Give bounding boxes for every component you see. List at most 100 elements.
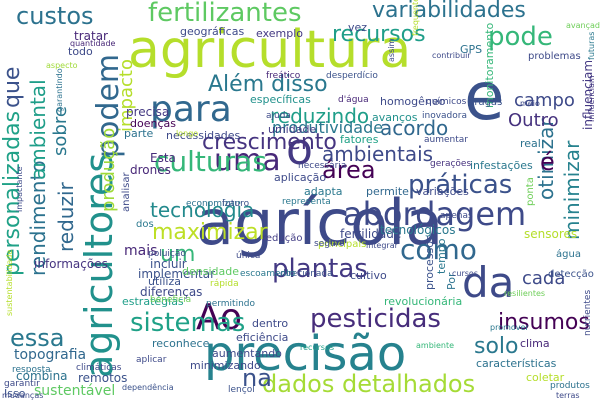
word: Além disso [208, 72, 328, 97]
word: minimizando [190, 359, 261, 372]
word: d'água [338, 95, 369, 105]
word: cursos [452, 269, 478, 278]
word: aspecto [46, 61, 78, 70]
word: características [476, 357, 557, 370]
word: utiliza [148, 275, 181, 288]
word: remotos [78, 371, 128, 385]
word: plantas [272, 254, 368, 284]
word: é [540, 148, 555, 176]
word: aumentando [212, 347, 282, 360]
word: uma [214, 143, 281, 178]
word: GPS [460, 43, 483, 56]
word: eficiência [236, 331, 289, 344]
word: solo [474, 334, 519, 359]
word: direcionada [280, 269, 333, 279]
word: sensores [524, 227, 578, 241]
word: poluição [148, 249, 186, 259]
word: doenças [130, 117, 176, 130]
word: frequentemente [411, 0, 420, 36]
word: beneficia [150, 295, 192, 305]
word: tecnológicos [380, 223, 456, 237]
word: produtos [550, 381, 590, 391]
word: precisa [126, 105, 170, 119]
word: químicos [426, 97, 467, 107]
word: ponta [525, 177, 536, 206]
word: agricultura [128, 20, 412, 80]
word: resposta [12, 365, 51, 375]
word: insumos [498, 310, 590, 335]
word: cultivo [350, 269, 387, 282]
word: escoamento [240, 269, 296, 279]
word: abordagem [343, 195, 527, 233]
word: produção [98, 127, 119, 212]
word: custos [16, 2, 94, 30]
word: dados detalhados [262, 370, 476, 398]
word: terras [556, 391, 580, 400]
word: um [160, 242, 196, 267]
word: drones [130, 163, 171, 177]
word: fertilizantes [148, 0, 302, 28]
word: clima [520, 337, 550, 350]
word: problemas [528, 51, 581, 62]
word: minimizar [560, 140, 584, 240]
word: campo [514, 90, 575, 111]
word: processos [423, 235, 436, 290]
word: pesticidas [310, 304, 441, 334]
word: sobre [50, 106, 71, 156]
word: sistemas [130, 308, 246, 338]
word: Esta [150, 151, 176, 165]
word: garantindo [55, 68, 64, 112]
word: dos [136, 219, 154, 230]
word: tratar [74, 29, 108, 43]
word: todo [68, 45, 93, 58]
word: avançada [566, 21, 600, 30]
word: futuras [587, 31, 596, 60]
word: inovadora [422, 111, 467, 121]
word: fatores [340, 133, 379, 146]
word: parte [124, 127, 154, 140]
word: adapta [304, 185, 343, 198]
word: gerações [430, 159, 472, 169]
word: dependência [122, 383, 174, 392]
word: variabilidades [372, 0, 526, 23]
word: promover [490, 323, 529, 332]
word: estratégias [122, 295, 184, 308]
word: aplicar [136, 355, 167, 365]
word: quantidade [70, 39, 116, 48]
word: homogêneo [380, 95, 446, 108]
word: dentro [252, 317, 289, 330]
word: detecção [548, 269, 594, 280]
word: longo [176, 129, 199, 138]
word: variações [416, 185, 469, 198]
word: apenas [440, 211, 473, 221]
word: aplicação [274, 171, 327, 184]
word: na [242, 364, 272, 392]
word: recursos [300, 343, 335, 352]
word: influenciam [587, 75, 596, 122]
word: tempo [435, 238, 448, 274]
word: analisar [121, 172, 132, 212]
word: produtividade [272, 118, 384, 137]
word: Ao [196, 297, 243, 338]
word: real [520, 137, 541, 150]
word: mudanças [2, 391, 44, 400]
word: agrícola [196, 186, 444, 259]
word: desperdício [326, 71, 378, 81]
word: contribuir [432, 51, 471, 60]
word: densidade [182, 265, 239, 278]
word: representa [282, 197, 331, 207]
word: essa [10, 324, 65, 352]
word: o [286, 124, 313, 175]
word: precisão [204, 326, 407, 382]
word: ambiental [26, 79, 50, 180]
word: pode [488, 22, 553, 52]
word: para [150, 89, 232, 130]
word: reduzir [54, 182, 78, 252]
word: topografia [14, 347, 87, 363]
word: mais [124, 243, 158, 259]
word: permite [366, 185, 409, 198]
word: sustentabilidade [5, 249, 14, 316]
word: impactante [15, 166, 24, 212]
word: exemplo [256, 27, 303, 40]
word: que [0, 66, 25, 108]
